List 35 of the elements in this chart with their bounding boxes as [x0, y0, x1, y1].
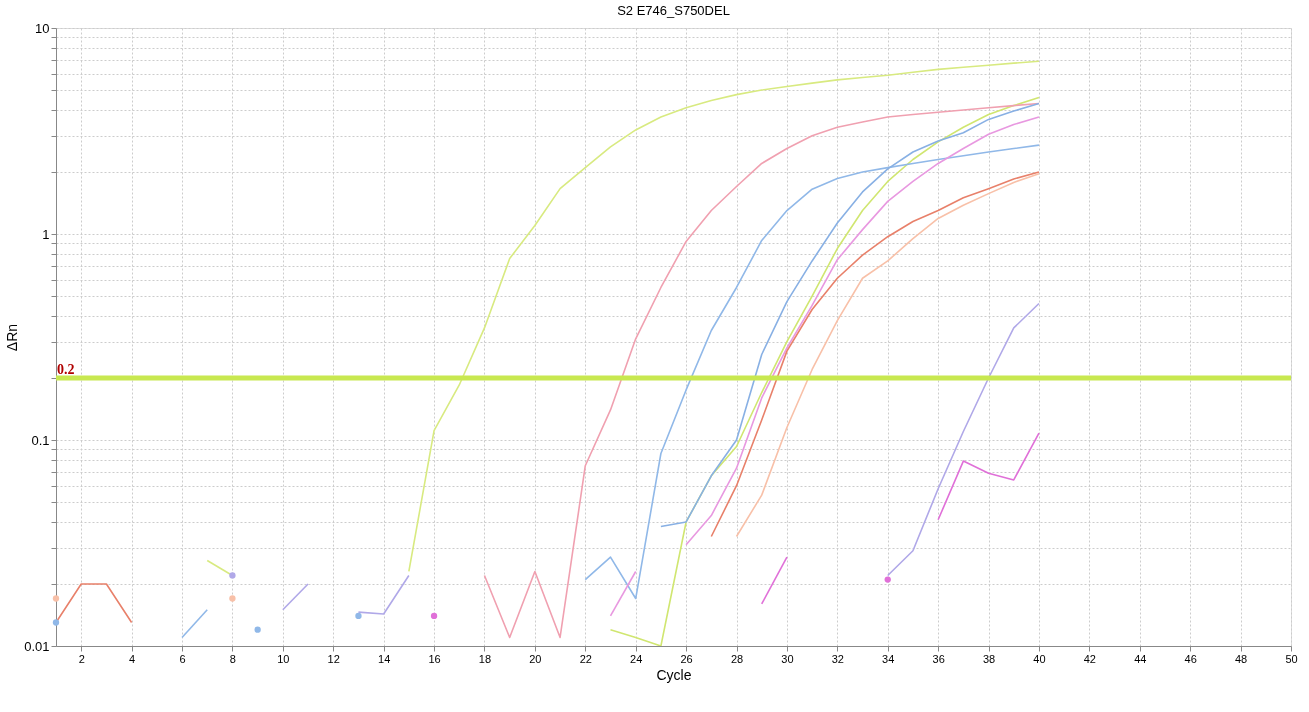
y-tick-label: 1 [42, 226, 50, 242]
x-tick-label: 8 [229, 652, 236, 665]
x-axis-title: Cycle [656, 666, 692, 683]
x-tick-label: 4 [129, 652, 136, 665]
ref-line-label: 0.2 [57, 361, 75, 377]
x-tick-label: 2 [78, 652, 85, 665]
x-tick-label: 12 [327, 652, 340, 665]
x-tick-label: 32 [831, 652, 844, 665]
x-tick-label: 26 [680, 652, 693, 665]
x-tick-label: 28 [730, 652, 744, 665]
x-tick-label: 50 [1285, 652, 1298, 665]
x-tick-label: 16 [428, 652, 441, 665]
x-tick-label: 20 [529, 652, 542, 665]
y-tick-label: 0.1 [31, 432, 50, 448]
x-tick-label: 48 [1234, 652, 1248, 665]
chart-title: S2 E746_S750DEL [617, 3, 730, 18]
x-tick-label: 42 [1083, 652, 1096, 665]
x-tick-label: 10 [277, 652, 290, 665]
x-tick-label: 44 [1134, 652, 1147, 665]
x-tick-label: 38 [982, 652, 996, 665]
x-tick-label: 36 [932, 652, 945, 665]
x-tick-label: 18 [478, 652, 492, 665]
x-tick-label: 24 [630, 652, 643, 665]
y-axis-title: ΔRn [4, 323, 21, 352]
y-tick-label: 10 [35, 20, 50, 36]
x-tick-label: 6 [179, 652, 186, 665]
point [52, 619, 60, 626]
x-tick-label: 34 [882, 652, 895, 665]
x-tick-label: 22 [579, 652, 592, 665]
x-tick-label: 46 [1184, 652, 1197, 665]
y-tick-label: 0.01 [24, 638, 50, 654]
point [52, 595, 60, 602]
x-tick-label: 14 [378, 652, 391, 665]
x-tick-label: 30 [781, 652, 794, 665]
x-tick-label: 40 [1033, 652, 1046, 665]
